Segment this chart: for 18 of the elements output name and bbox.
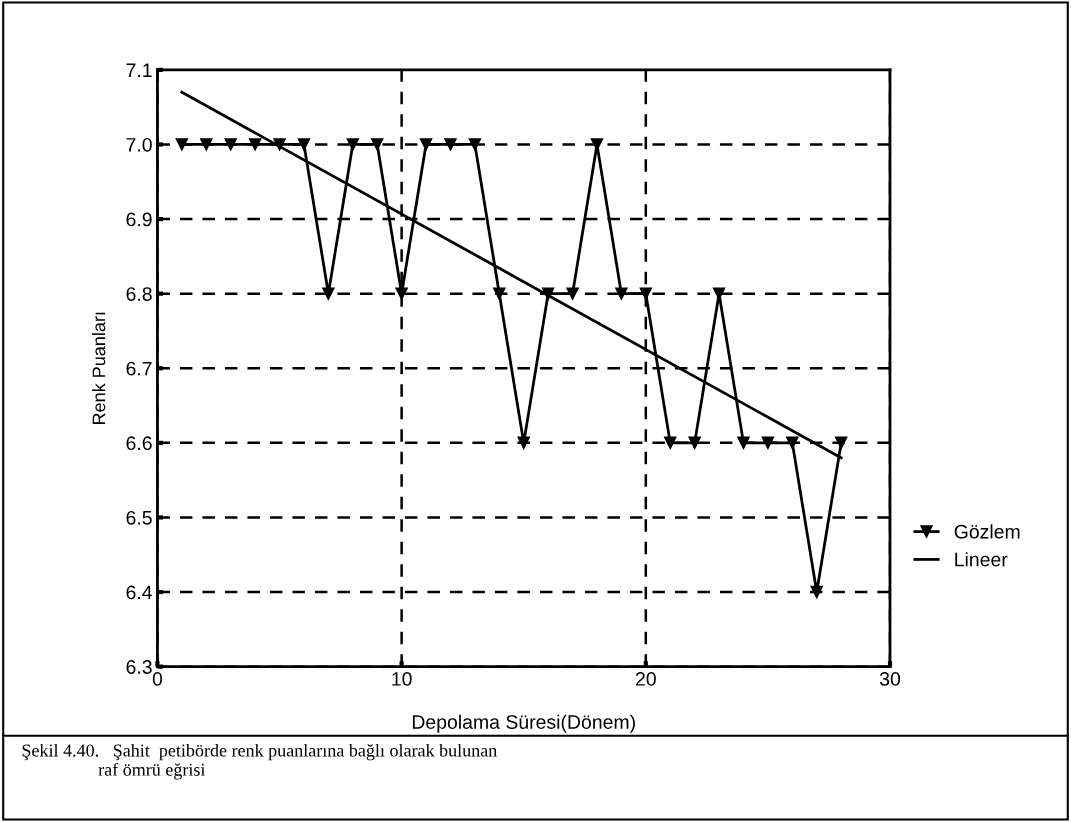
- x-tick-label: 0: [152, 672, 163, 686]
- x-tick-label: 10: [392, 672, 412, 686]
- y-tick-label: 6.3: [126, 660, 152, 674]
- y-tick-label: 6.8: [126, 287, 152, 301]
- y-tick-label: 6.9: [126, 212, 152, 227]
- x-axis-title: Depolama Süresi(Dönem): [412, 714, 635, 733]
- y-tick-label: 6.7: [126, 361, 152, 376]
- x-tick-label: 30: [879, 672, 901, 686]
- y-tick-label: 6.4: [126, 585, 153, 600]
- y-tick-label: 7.1: [126, 63, 152, 77]
- legend-label: Lineer: [955, 552, 1008, 567]
- y-tick-label: 6.5: [126, 510, 152, 525]
- x-tick-label: 20: [635, 672, 656, 686]
- legend-label: Gözlem: [954, 524, 1020, 539]
- y-axis-title: Renk Puanları: [92, 312, 106, 424]
- y-tick-label: 6.6: [126, 436, 152, 451]
- text: Şekil 4.40. Şahit petibörde renk puanlarına bağlı olarak bulunan raf ömrü eğrisi: [22, 743, 497, 780]
- y-tick-label: 7.0: [126, 137, 152, 152]
